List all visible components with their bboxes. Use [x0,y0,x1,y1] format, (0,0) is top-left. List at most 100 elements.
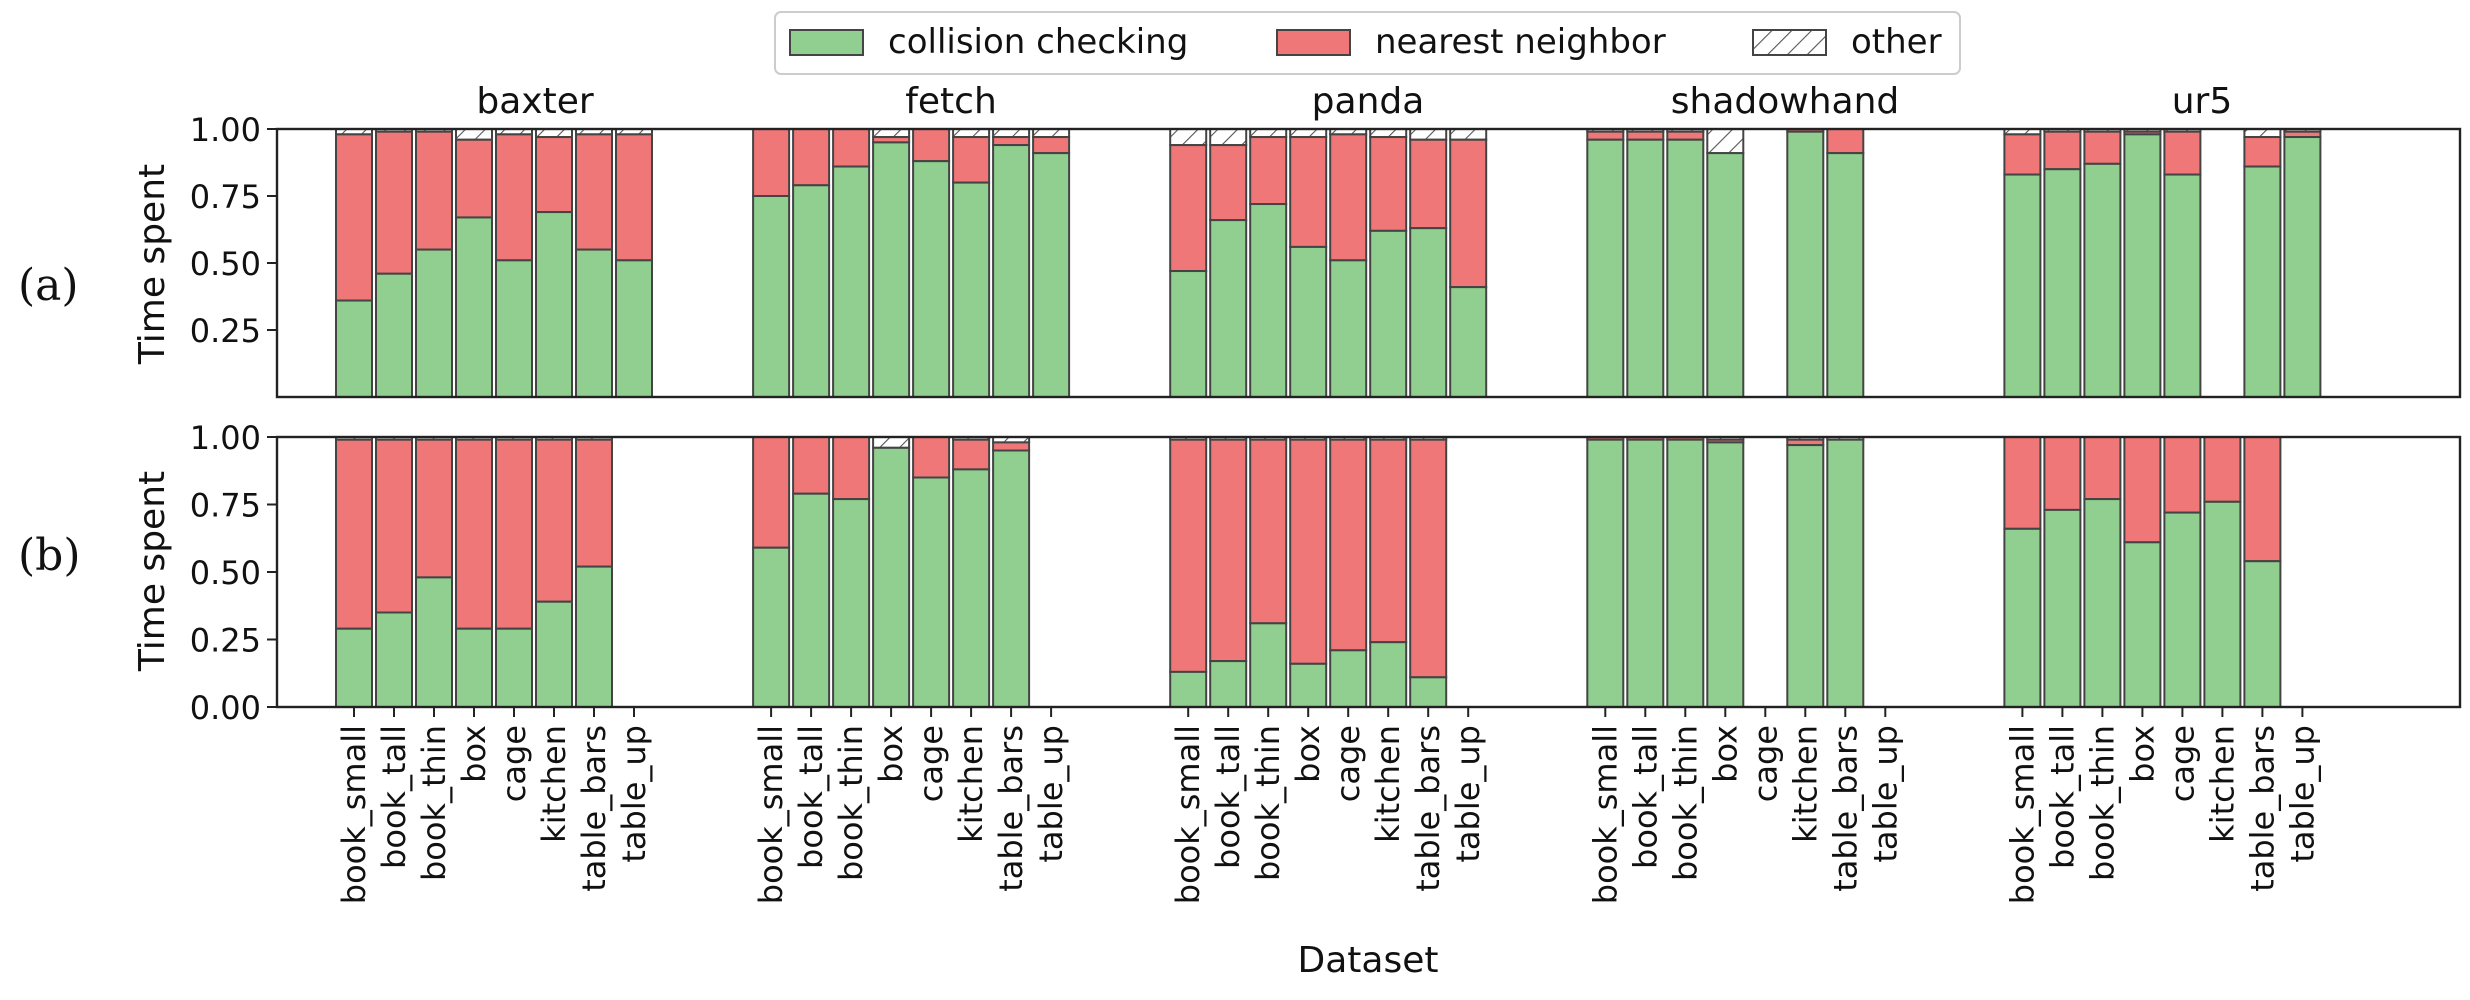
bar-nearest-neighbor [1449,138,1488,289]
bar-collision-checking [375,611,413,708]
bar-other [992,128,1031,139]
bar-collision-checking [1626,138,1665,398]
bar-nearest-neighbor [1032,136,1071,155]
y-tick-label: 0.75 [190,178,261,216]
bar-collision-checking [335,627,373,709]
bar-collision-checking [335,299,373,398]
x-tick-label: cage [1329,725,1367,802]
bar-collision-checking [1209,660,1248,708]
bar-collision-checking [2083,498,2122,708]
group-title-panda: panda [1312,81,1425,122]
bar-collision-checking [1666,138,1705,398]
x-tick-label: book_small [1169,725,1207,904]
legend-swatch-other [1752,29,1827,56]
bar-collision-checking [1786,444,1825,708]
x-tick-label: box [872,725,910,783]
bar-nearest-neighbor [415,438,453,579]
x-tick-label: book_tall [1209,725,1247,869]
bar-collision-checking [752,546,791,709]
bar-nearest-neighbor [992,136,1031,147]
bar-other [1169,128,1208,147]
bar-collision-checking [1626,438,1665,708]
bar-collision-checking [455,627,493,709]
legend-swatch-collision-checking [789,29,864,56]
bar-collision-checking [872,141,911,398]
bar-nearest-neighbor [2163,436,2202,514]
bar-nearest-neighbor [1409,438,1448,679]
bar-nearest-neighbor [832,436,871,501]
x-tick-label: book_tall [792,725,830,869]
bar-nearest-neighbor [2083,436,2122,501]
bar-nearest-neighbor [992,441,1031,452]
y-tick-label: 0.75 [190,487,261,525]
bar-collision-checking [495,259,533,398]
bar-collision-checking [535,211,573,398]
legend-frame [774,11,1961,75]
bar-collision-checking [832,498,871,708]
bar-nearest-neighbor [2083,130,2122,165]
bar-collision-checking [1209,219,1248,398]
bar-nearest-neighbor [752,436,791,549]
bar-nearest-neighbor [912,436,951,479]
bar-collision-checking [1449,286,1488,398]
bar-nearest-neighbor [455,138,493,219]
bar-nearest-neighbor [792,436,831,495]
x-tick-label: table_bars [1409,725,1447,892]
x-tick-label: book_small [335,725,373,904]
x-tick-label: book_tall [2043,725,2081,869]
bar-collision-checking [792,492,831,709]
bar-nearest-neighbor [1369,438,1408,644]
bar-nearest-neighbor [1249,438,1288,625]
x-tick-label: book_small [2003,725,2041,904]
bar-collision-checking [1706,152,1745,398]
legend-label-collision-checking: collision checking [888,22,1188,62]
bar-collision-checking [832,165,871,398]
bar-collision-checking [615,259,653,398]
bar-collision-checking [2163,173,2202,398]
bar-other [1032,128,1071,139]
y-tick-label: 1.00 [190,111,261,149]
bar-collision-checking [2043,168,2082,398]
x-tick-label: table_up [1449,725,1487,863]
bar-nearest-neighbor [575,438,613,568]
bar-nearest-neighbor [535,136,573,214]
bar-other [1369,128,1408,139]
bar-collision-checking [415,576,453,709]
x-tick-label: kitchen [952,725,990,843]
bar-nearest-neighbor [1169,144,1208,273]
x-tick-label: cage [1746,725,1784,802]
bar-nearest-neighbor [335,133,373,302]
bar-collision-checking [415,248,453,398]
bar-collision-checking [2083,162,2122,398]
bar-collision-checking [1586,438,1625,708]
panel-b: 1.00 0.75 0.50 0.25 0.00 [190,419,2462,727]
y-tick-label: 0.50 [190,554,261,592]
bar-collision-checking [1409,227,1448,398]
bar-other [535,128,573,139]
bar-collision-checking [2203,500,2242,708]
bar-collision-checking [952,181,991,398]
x-tick-label: kitchen [2203,725,2241,843]
bar-nearest-neighbor [1289,438,1328,665]
bar-nearest-neighbor [952,438,991,471]
bar-collision-checking [575,248,613,398]
legend-swatch-nearest-neighbor [1276,29,1351,56]
x-tick-label: table_up [1866,725,1904,863]
bar-collision-checking [912,476,951,708]
bar-collision-checking [495,627,533,709]
bar-nearest-neighbor [1666,130,1705,141]
bar-collision-checking [2283,136,2322,398]
bar-nearest-neighbor [2243,136,2282,168]
x-tick-label: table_up [1032,725,1070,863]
y-tick-label: 0.50 [190,245,261,283]
bar-nearest-neighbor [415,130,453,251]
bar-nearest-neighbor [1249,136,1288,206]
bar-collision-checking [952,468,991,708]
bar-nearest-neighbor [535,438,573,603]
x-tick-label: cage [2163,725,2201,802]
bar-collision-checking [1289,662,1328,708]
bar-collision-checking [575,565,613,708]
bar-other [1289,128,1328,139]
x-tick-label: book_small [752,725,790,904]
